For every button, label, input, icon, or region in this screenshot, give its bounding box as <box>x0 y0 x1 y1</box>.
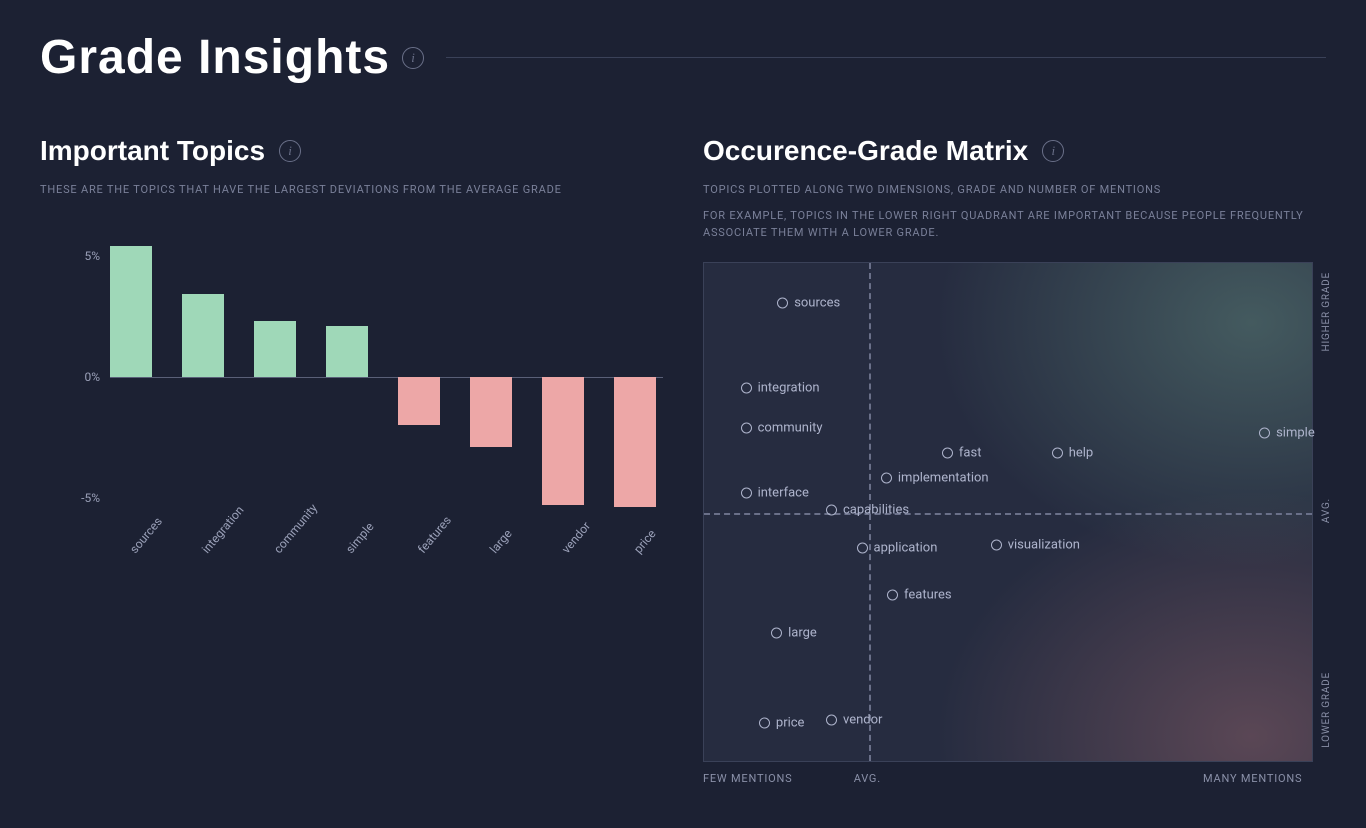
scatter-plot-area: sources integration community simple fast hel… <box>703 262 1313 762</box>
scatter-point[interactable]: large <box>771 625 817 640</box>
bar-category-label: simple <box>343 519 377 555</box>
point-marker-icon <box>759 717 770 728</box>
point-label: interface <box>758 485 809 500</box>
bar[interactable]: sources <box>110 227 152 527</box>
point-marker-icon <box>1259 427 1270 438</box>
scatter-point[interactable]: vendor <box>826 713 882 728</box>
scatter-subtitle-2: FOR EXAMPLE, TOPICS IN THE LOWER RIGHT Q… <box>703 207 1326 242</box>
point-label: implementation <box>898 470 989 485</box>
bar[interactable]: vendor <box>542 227 584 527</box>
y-tick-label: 0% <box>50 370 100 384</box>
point-marker-icon <box>741 382 752 393</box>
point-label: community <box>758 420 823 435</box>
bar[interactable]: large <box>470 227 512 527</box>
scatter-point[interactable]: integration <box>741 380 820 395</box>
scatter-point[interactable]: visualization <box>991 538 1080 553</box>
panel-header: Occurence-Grade Matrix i <box>703 135 1326 167</box>
info-icon[interactable]: i <box>279 140 301 162</box>
point-marker-icon <box>741 422 752 433</box>
bar-rect <box>254 321 296 377</box>
bar-rect <box>326 326 368 377</box>
info-icon[interactable]: i <box>402 47 424 69</box>
point-label: visualization <box>1008 538 1080 553</box>
point-marker-icon <box>771 627 782 638</box>
info-icon[interactable]: i <box>1042 140 1064 162</box>
point-marker-icon <box>777 297 788 308</box>
bar-category-label: features <box>415 513 454 556</box>
scatter-point[interactable]: price <box>759 715 805 730</box>
page-title: Grade Insights <box>40 30 390 85</box>
y-axis-bottom-label: LOWER GRADE <box>1321 672 1332 748</box>
bar-rect <box>470 377 512 447</box>
bar-plot-area: 5%0%-5%sourcesintegrationcommunitysimple… <box>110 227 663 527</box>
scatter-point[interactable]: fast <box>942 445 982 460</box>
bar[interactable]: features <box>398 227 440 527</box>
point-label: sources <box>794 295 840 310</box>
bar-category-label: large <box>487 526 515 555</box>
point-marker-icon <box>741 487 752 498</box>
bar[interactable]: integration <box>182 227 224 527</box>
bar-category-label: price <box>631 526 659 555</box>
point-label: features <box>904 588 952 603</box>
scatter-point[interactable]: community <box>741 420 823 435</box>
point-label: application <box>874 540 938 555</box>
scatter-point[interactable]: implementation <box>881 470 989 485</box>
bar-rect <box>542 377 584 505</box>
important-topics-panel: Important Topics i THESE ARE THE TOPICS … <box>40 135 663 762</box>
point-label: price <box>776 715 805 730</box>
x-axis-right-label: MANY MENTIONS <box>1203 772 1302 785</box>
bar[interactable]: community <box>254 227 296 527</box>
point-marker-icon <box>991 540 1002 551</box>
bar-rect <box>398 377 440 425</box>
bar-rect <box>110 246 152 377</box>
point-label: simple <box>1276 425 1315 440</box>
scatter-point[interactable]: application <box>857 540 938 555</box>
scatter-point[interactable]: interface <box>741 485 809 500</box>
scatter-point[interactable]: simple <box>1259 425 1315 440</box>
scatter-point[interactable]: sources <box>777 295 840 310</box>
important-topics-title: Important Topics <box>40 135 265 167</box>
page-header: Grade Insights i <box>40 30 1326 85</box>
point-marker-icon <box>1052 447 1063 458</box>
point-label: capabilities <box>843 503 909 518</box>
scatter-point[interactable]: capabilities <box>826 503 909 518</box>
occurrence-grade-title: Occurence-Grade Matrix <box>703 135 1028 167</box>
y-axis-avg-label: AVG. <box>1321 498 1332 523</box>
scatter-subtitle-1: TOPICS PLOTTED ALONG TWO DIMENSIONS, GRA… <box>703 181 1326 199</box>
bar-rect <box>182 294 224 376</box>
point-marker-icon <box>881 472 892 483</box>
y-tick-label: -5% <box>50 491 100 505</box>
point-label: help <box>1069 445 1094 460</box>
important-topics-subtitle: THESE ARE THE TOPICS THAT HAVE THE LARGE… <box>40 181 663 199</box>
scatter-point[interactable]: help <box>1052 445 1094 460</box>
bar[interactable]: simple <box>326 227 368 527</box>
point-marker-icon <box>826 715 837 726</box>
bar-category-label: vendor <box>559 519 593 556</box>
bar-category-label: integration <box>199 503 247 556</box>
bar-rect <box>614 377 656 508</box>
scatter-point[interactable]: features <box>887 588 952 603</box>
header-divider <box>446 57 1326 58</box>
bar-chart: 5% 0% -5% sources integration community simple… <box>40 227 663 547</box>
occurrence-grade-panel: Occurence-Grade Matrix i TOPICS PLOTTED … <box>703 135 1326 762</box>
point-label: vendor <box>843 713 882 728</box>
point-marker-icon <box>942 447 953 458</box>
point-label: integration <box>758 380 820 395</box>
x-axis-avg-label: AVG. <box>854 772 881 785</box>
scatter-wrap: sources integration community simple fast hel… <box>703 262 1326 762</box>
x-axis-left-label: FEW MENTIONS <box>703 772 792 785</box>
panels-row: Important Topics i THESE ARE THE TOPICS … <box>40 135 1326 762</box>
bar-category-label: community <box>271 501 320 556</box>
point-label: fast <box>959 445 982 460</box>
point-label: large <box>788 625 817 640</box>
point-marker-icon <box>887 590 898 601</box>
point-marker-icon <box>857 542 868 553</box>
bar[interactable]: price <box>614 227 656 527</box>
y-tick-label: 5% <box>50 249 100 263</box>
horizontal-avg-divider <box>704 513 1312 515</box>
panel-header: Important Topics i <box>40 135 663 167</box>
point-marker-icon <box>826 505 837 516</box>
bar-category-label: sources <box>127 514 165 556</box>
y-axis-top-label: HIGHER GRADE <box>1321 272 1332 351</box>
